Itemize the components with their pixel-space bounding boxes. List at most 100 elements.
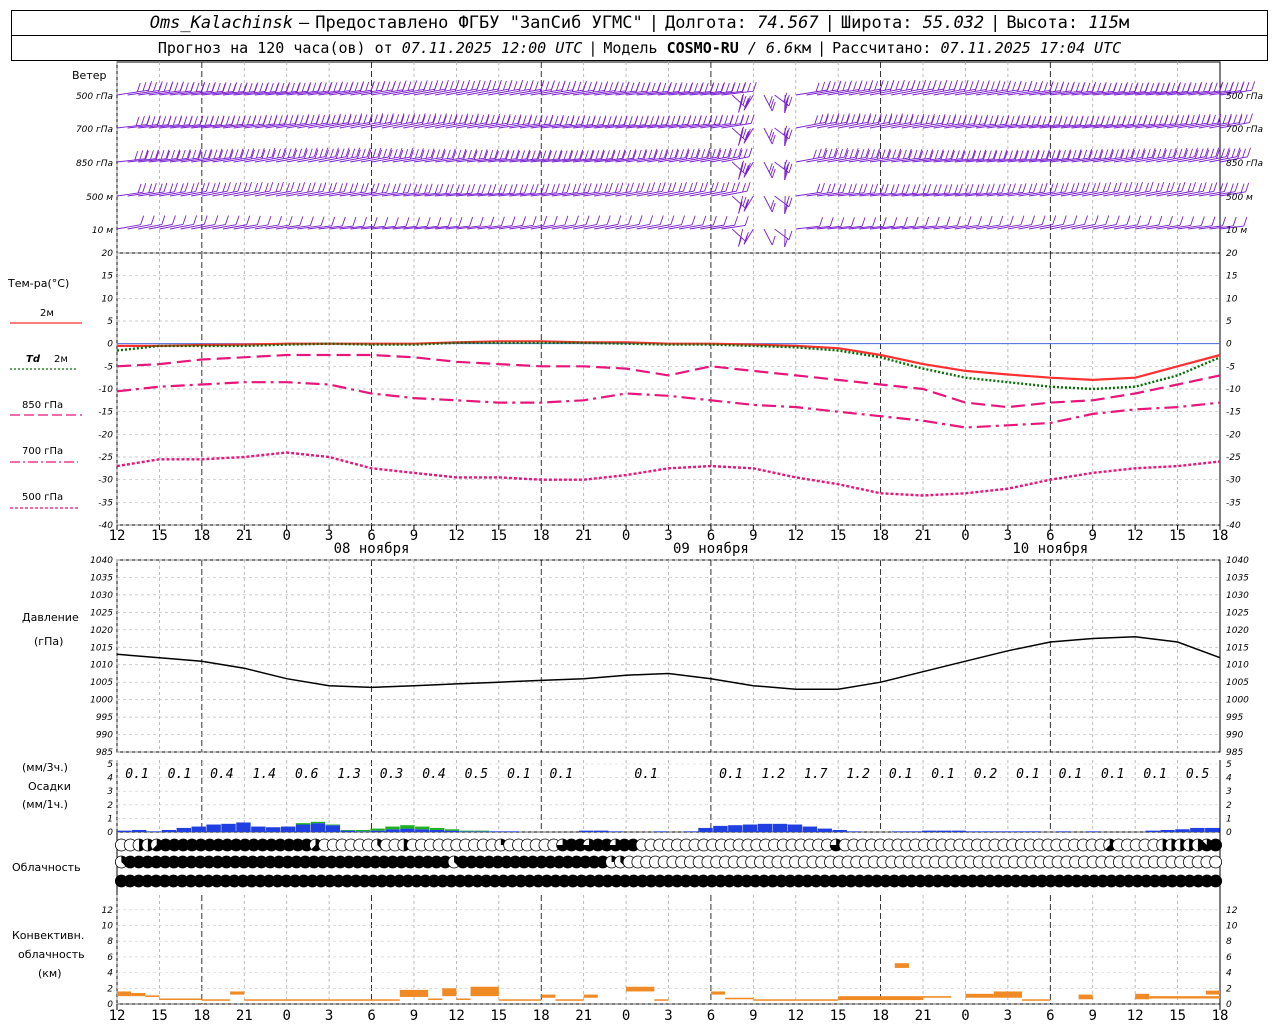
wind-barb-flag <box>863 183 868 193</box>
wind-barb-flag <box>1098 148 1103 159</box>
wind-barb-flag <box>1067 150 1072 160</box>
wind-barb-flag <box>908 150 913 160</box>
cloud-fill-low <box>705 875 718 887</box>
wind-barb-flag <box>1234 82 1239 92</box>
wind-barb-flag <box>218 148 223 159</box>
wind-barb-flag <box>282 149 287 159</box>
wind-barb-flag <box>1079 116 1084 127</box>
wind-barb-flag <box>640 182 645 192</box>
wind-barb-flag <box>884 183 889 194</box>
wind-barb-flag <box>384 217 389 227</box>
conv-panel-unit: (км) <box>38 967 62 980</box>
wind-barb <box>329 225 353 230</box>
wind-barb-flag <box>1239 82 1244 93</box>
wind-barb-flag <box>1190 216 1195 226</box>
wind-barb-flag <box>269 181 274 192</box>
wind-barb-flag <box>900 82 905 92</box>
wind-barb-flag <box>519 184 524 194</box>
wind-barb-flag <box>225 115 230 126</box>
precip-unit-1h: (мм/1ч.) <box>22 798 68 811</box>
wind-barb-flag <box>227 82 232 93</box>
wind-barb-flag <box>226 182 231 192</box>
conv-cloud-bar <box>654 999 669 1001</box>
wind-barb-flag <box>474 115 479 125</box>
wind-barb-flag <box>1238 115 1243 125</box>
wind-barb-flag <box>905 80 910 91</box>
wind-barb-flag <box>1063 116 1068 126</box>
wind-barb-flag <box>319 148 324 158</box>
press-ytick-right: 990 <box>1226 731 1243 741</box>
cloud-fill-low <box>810 875 823 887</box>
cloud-fill-low <box>714 875 727 887</box>
wind-barb-flag <box>743 134 748 144</box>
wind-barb-flag <box>738 147 742 158</box>
wind-barb-flag <box>630 82 635 92</box>
x-tick-label-conv: 18 <box>1212 1008 1229 1024</box>
wind-barb-flag <box>695 148 700 158</box>
wind-barb-flag <box>389 115 394 125</box>
wind-barb-flag <box>1072 149 1077 160</box>
wind-barb-flag <box>299 115 304 125</box>
wind-barb-flag <box>995 82 1000 92</box>
cloud-fill-low <box>966 875 979 887</box>
conv-cloud-bar <box>583 994 598 998</box>
wind-barb-flag <box>322 182 327 192</box>
wind-barb-flag <box>205 182 210 192</box>
wind-barb-flag <box>956 216 961 226</box>
cloud-fill-low <box>124 875 137 887</box>
wind-barb-flag <box>865 148 870 158</box>
wind-barb-flag <box>522 115 527 125</box>
wind-barb-flag <box>872 114 877 124</box>
wind-barb-flag <box>892 149 897 159</box>
wind-barb-flag <box>1204 147 1209 157</box>
conv-cloud-bar <box>725 997 754 1000</box>
wind-barb-flag <box>1182 82 1186 93</box>
x-tick-label-temp: 3 <box>664 528 672 544</box>
wind-barb-flag <box>1017 183 1022 194</box>
wind-barb-flag <box>140 215 145 225</box>
wind-barb-flag <box>890 184 895 194</box>
cloud-fill-low <box>601 875 614 887</box>
wind-barb-flag <box>1162 149 1167 159</box>
wind-barb-flag <box>471 80 475 91</box>
wind-barb-flag <box>1120 150 1125 160</box>
cloud-fill-low <box>184 875 197 887</box>
wind-barb-flag <box>489 149 494 160</box>
wind-barb <box>265 224 290 230</box>
lon-value: 74.567 <box>757 13 819 33</box>
wind-barb-flag <box>1035 149 1040 159</box>
wind-barb-flag <box>274 83 279 93</box>
alt-label: Высота: <box>1006 13 1079 33</box>
cloud-fill-middle <box>150 856 163 868</box>
wind-barb-flag <box>1251 81 1256 91</box>
cloud-fill-low <box>566 875 579 887</box>
wind-barb-flag <box>1088 149 1093 159</box>
wind-barb-flag <box>670 215 675 225</box>
wind-barb-flag <box>373 217 378 227</box>
x-tick-label-conv: 18 <box>533 1008 550 1024</box>
wind-barb-flag <box>266 148 271 159</box>
cloud-fill-low <box>992 875 1005 887</box>
wind-barb-flag <box>824 113 829 123</box>
wind-barb-flag <box>561 184 566 194</box>
wind-barb-flag <box>1123 182 1128 193</box>
wind-barb <box>127 224 152 230</box>
cloud-fill-high <box>1200 839 1213 852</box>
wind-barb-flag <box>1132 116 1137 126</box>
wind-barb-flag <box>458 114 463 124</box>
wind-barb-flag <box>255 148 260 159</box>
wind-barb-flag <box>566 81 571 91</box>
x-tick-label-temp: 21 <box>236 528 253 544</box>
precip-rain-bar <box>847 831 862 832</box>
wind-barb-flag <box>135 116 140 126</box>
temp-ytick-left: 0 <box>107 340 113 350</box>
cloud-fill-middle <box>220 856 233 868</box>
precip-rain-bar <box>832 829 847 832</box>
cloud-fill-middle <box>141 856 154 868</box>
wind-barb-flag <box>1105 215 1110 225</box>
wind-barb <box>583 224 608 230</box>
wind-barb-flag <box>937 80 942 91</box>
precip-total-label: 0.3 <box>380 767 403 782</box>
wind-barb-flag <box>468 149 472 160</box>
wind-barb-flag <box>181 149 186 160</box>
